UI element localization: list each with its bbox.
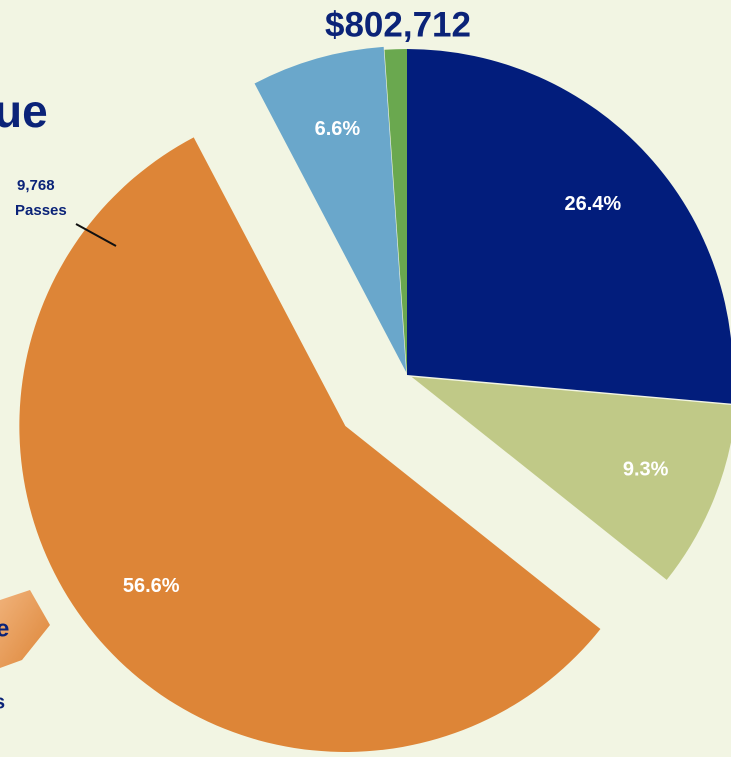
annotation: 9,768 — [17, 177, 55, 194]
annotation: e — [0, 615, 9, 642]
slice-label: 56.6% — [123, 575, 180, 597]
pie: 26.4% 9.3% 56.6% 6.6% — [19, 46, 731, 752]
pie-slice — [254, 46, 407, 373]
total-label: $802,712 — [325, 5, 471, 44]
arrow-shape — [0, 590, 50, 668]
leader-line — [75, 223, 117, 247]
slice-label: 6.6% — [315, 118, 361, 140]
pie-slice — [384, 49, 407, 375]
annotation: Passes — [15, 202, 67, 219]
pie-slice — [407, 49, 731, 404]
chart-title: ue — [0, 85, 48, 137]
pie-slice — [411, 376, 731, 580]
slice-label: 9.3% — [623, 459, 669, 481]
annotation: s — [0, 691, 5, 713]
pie-slice — [19, 137, 601, 752]
slice-label: 26.4% — [564, 193, 621, 215]
